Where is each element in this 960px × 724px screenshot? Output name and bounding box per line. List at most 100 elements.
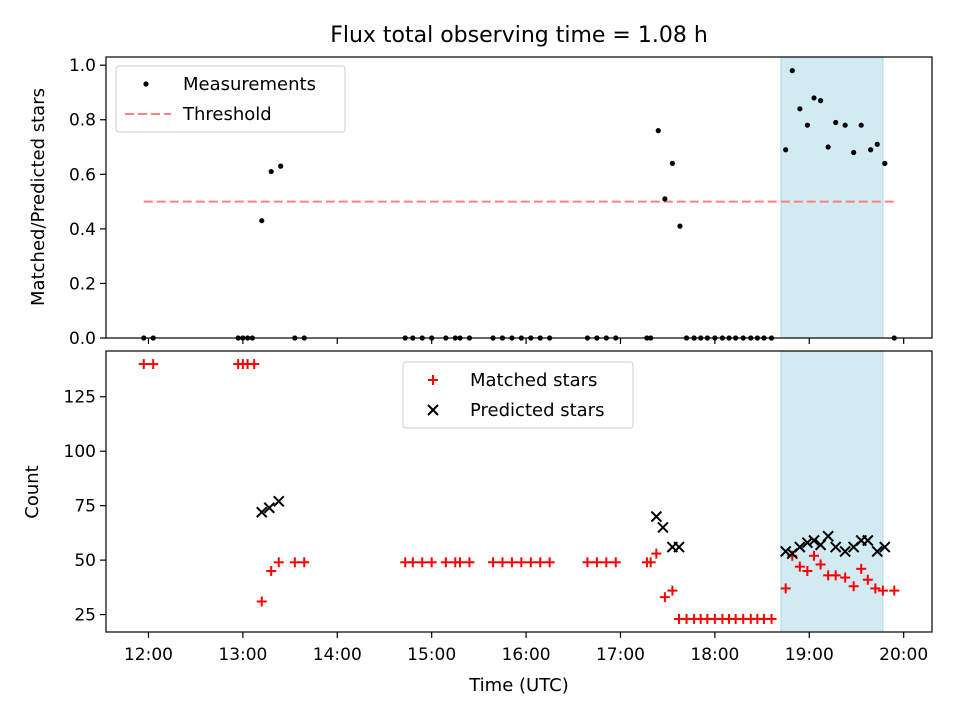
legend-predicted-label: Predicted stars <box>470 400 604 421</box>
matched-star-point <box>535 557 546 568</box>
predicted-star-point <box>263 502 276 514</box>
y-tick-label: 0.4 <box>69 220 96 240</box>
predicted-star-point <box>256 506 268 518</box>
top-ylabel: Matched/Predicted stars <box>28 88 49 306</box>
matched-star-point <box>516 557 527 568</box>
predicted-star-point <box>801 536 814 549</box>
legend-box <box>402 361 634 429</box>
predicted-star-point <box>779 545 792 558</box>
predicted-star-point <box>673 541 685 553</box>
y-tick-label: 0.2 <box>69 274 96 294</box>
matched-star-point <box>651 548 662 559</box>
matched-star-point <box>645 557 656 568</box>
matched-star-point <box>407 557 418 568</box>
predicted-star-point <box>839 545 851 558</box>
measurement-point <box>882 160 888 166</box>
legend-predicted-marker <box>427 404 439 416</box>
measurement-point <box>804 122 810 128</box>
y-tick-label: 25 <box>74 606 96 626</box>
x-tick-label: 14:00 <box>313 645 362 665</box>
predicted-star-point <box>862 534 874 547</box>
measurement-point <box>669 160 676 166</box>
matched-star-point <box>659 592 670 603</box>
measurement-point <box>868 147 874 153</box>
measurement-point <box>811 95 817 101</box>
measurement-point <box>842 122 848 128</box>
matched-star-point <box>830 570 841 581</box>
y-tick-label: 1.0 <box>69 56 96 76</box>
predicted-star-point <box>822 530 834 542</box>
predicted-star-stroke-b <box>839 545 851 558</box>
matched-star-point <box>148 359 159 370</box>
y-tick-label: 0.8 <box>69 111 96 131</box>
axes-frame <box>105 56 933 339</box>
x-tick-label: 20:00 <box>879 645 928 665</box>
predicted-star-stroke-b <box>822 530 834 542</box>
y-tick-label: 125 <box>64 388 96 408</box>
measurement-point <box>789 68 795 74</box>
x-tick-label: 17:00 <box>596 645 645 665</box>
measurement-point <box>677 223 683 229</box>
legend-threshold-label: Threshold <box>182 104 272 125</box>
predicted-star-stroke-b <box>657 521 669 534</box>
matched-star-point <box>273 557 284 568</box>
matched-star-point <box>455 557 465 568</box>
matched-star-point <box>667 585 678 596</box>
measurement-point <box>655 128 661 134</box>
measurement-point <box>858 122 864 128</box>
predicted-star-point <box>650 510 663 523</box>
measurement-point <box>259 218 265 224</box>
matched-star-point <box>289 557 300 568</box>
predicted-star-point <box>808 534 820 547</box>
matched-star-point <box>856 563 867 574</box>
predicted-star-stroke-b <box>256 506 268 518</box>
chart-title: Flux total observing time = 1.08 h <box>330 23 708 48</box>
predicted-star-point <box>830 541 842 553</box>
matched-star-point <box>809 550 819 561</box>
matched-star-point <box>591 557 602 568</box>
highlight-span <box>780 350 884 633</box>
matched-star-point <box>525 557 536 568</box>
legend-measurements-label: Measurements <box>183 74 316 95</box>
matched-star-point <box>488 557 499 568</box>
predicted-star-point <box>657 521 669 534</box>
x-tick-label: 15:00 <box>407 645 456 665</box>
bottom-ylabel: Count <box>22 465 43 518</box>
x-tick-label: 19:00 <box>785 645 834 665</box>
highlight-span <box>780 56 884 339</box>
matched-star-point <box>582 557 593 568</box>
y-tick-label: 100 <box>64 442 96 462</box>
predicted-star-stroke-b <box>879 541 891 553</box>
predicted-star-point <box>871 545 883 558</box>
axes-frame <box>105 350 933 633</box>
legend-matched-label: Matched stars <box>470 370 597 391</box>
matched-star-point <box>848 581 859 592</box>
predicted-star-stroke-b <box>273 495 285 508</box>
matched-star-point <box>426 557 437 568</box>
legend: Measurements Threshold <box>115 65 346 133</box>
matched-star-point <box>610 557 621 568</box>
matched-star-point <box>766 613 777 624</box>
measurement-point <box>797 106 803 112</box>
matched-star-point <box>138 359 149 370</box>
matched-star-point <box>601 557 612 568</box>
matched-star-point <box>249 359 260 370</box>
matched-star-point <box>417 557 428 568</box>
predicted-star-stroke-b <box>650 510 663 523</box>
measurement-point <box>818 98 824 104</box>
matched-star-point <box>877 585 888 596</box>
y-tick-label: 75 <box>74 497 96 517</box>
measurement-point <box>874 141 880 147</box>
y-tick-label: 0.6 <box>69 165 96 185</box>
y-tick-label: 50 <box>74 551 96 571</box>
top-plot-area: 0.0 0.2 0.4 0.6 0.8 1.0 Measurements Threshold <box>69 56 933 349</box>
matched-star-point <box>266 566 277 577</box>
matched-star-point <box>780 583 791 594</box>
measurement-point <box>851 149 857 156</box>
predicted-star-stroke-b <box>801 536 814 549</box>
predicted-star-point <box>794 541 806 553</box>
legend-box <box>115 65 346 133</box>
predicted-star-stroke-b <box>862 534 874 547</box>
matched-star-point <box>544 557 555 568</box>
matched-star-point <box>862 574 873 585</box>
